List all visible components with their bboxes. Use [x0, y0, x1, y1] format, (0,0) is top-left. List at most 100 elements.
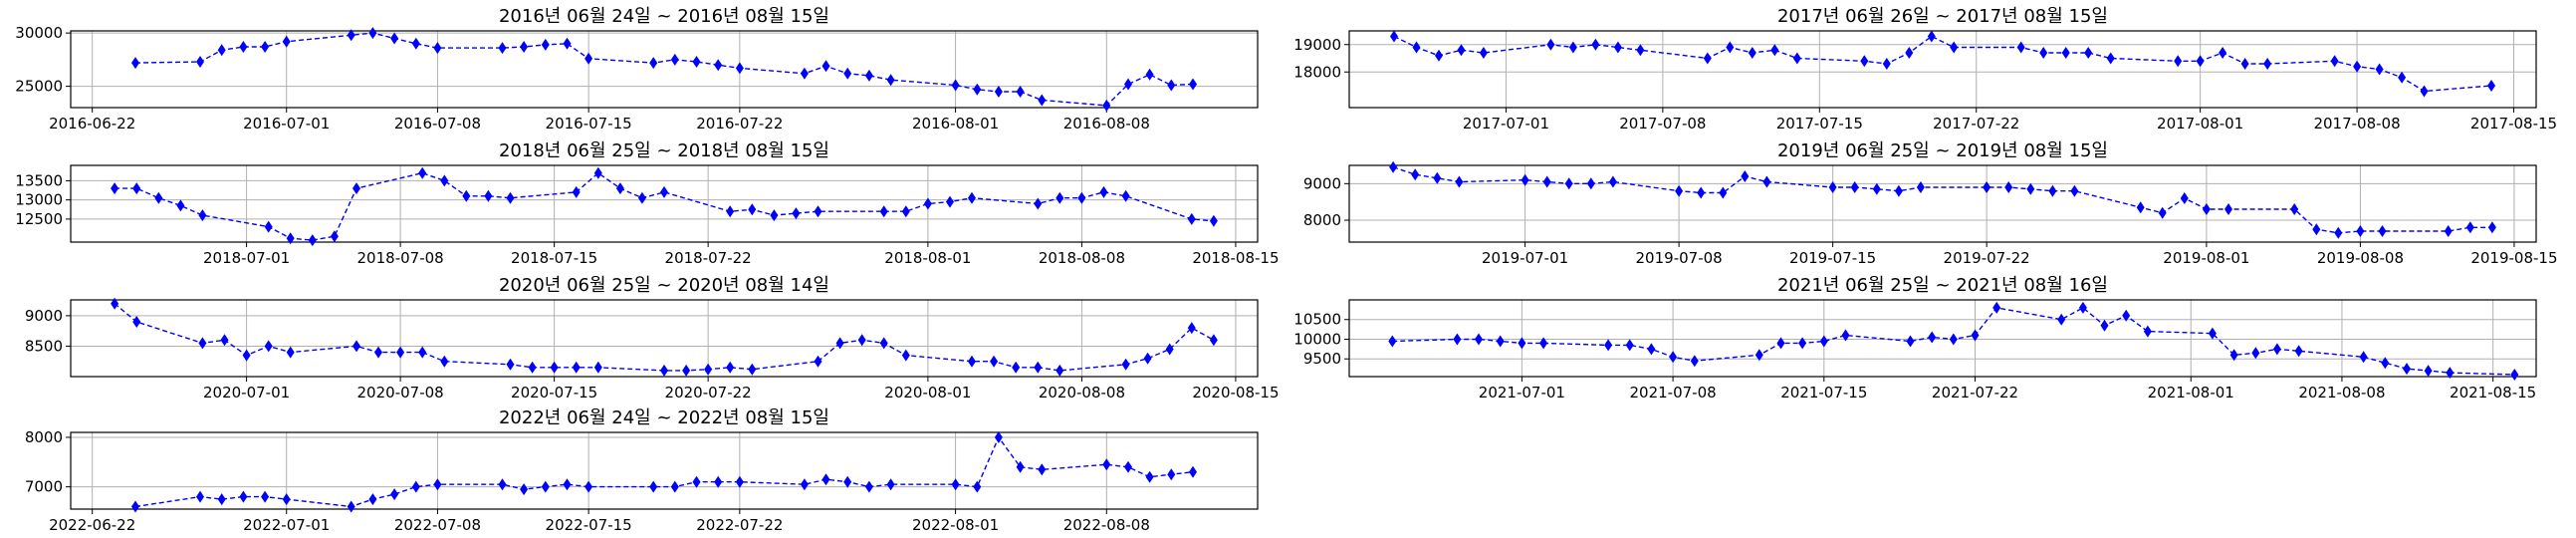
data-point: [1719, 186, 1728, 199]
chart-title: 2016년 06월 24일 ~ 2016년 08월 15일: [499, 6, 829, 27]
data-point: [217, 44, 226, 57]
data-point: [1121, 358, 1130, 371]
data-point: [2143, 325, 2152, 338]
subplot-6: 2021년 06월 25일 ~ 2021년 08월 16일 2021-07-01 2…: [1293, 275, 2537, 402]
data-point: [131, 57, 139, 70]
data-point: [946, 195, 954, 208]
data-point: [2444, 225, 2453, 237]
data-point: [1453, 333, 1462, 346]
data-point: [1121, 189, 1130, 202]
data-point: [748, 203, 757, 216]
data-point: [1034, 361, 1043, 374]
data-point: [800, 67, 809, 80]
subplot-4: 2019년 06월 25일 ~ 2019년 08월 15일 2019-07-01 2…: [1303, 140, 2558, 267]
data-point: [111, 182, 119, 195]
data-point: [1411, 168, 1420, 181]
data-point: [563, 478, 572, 491]
data-point: [864, 480, 873, 493]
data-point: [585, 480, 593, 493]
data-point: [2510, 369, 2519, 381]
data-point: [1983, 181, 1991, 193]
data-point: [347, 500, 355, 513]
data-point: [973, 480, 982, 493]
data-point: [879, 205, 888, 218]
data-point: [1949, 333, 1958, 346]
axes-frame: [1348, 299, 2537, 378]
data-point: [1568, 41, 1577, 54]
x-tick-label: 2018-08-08: [1039, 249, 1125, 267]
x-tick-label: 2020-08-01: [884, 384, 971, 402]
data-point: [857, 334, 866, 347]
data-point: [1916, 181, 1925, 193]
chart-title: 2022년 06월 24일 ~ 2022년 08월 15일: [499, 407, 829, 428]
data-point: [2122, 309, 2131, 322]
data-point: [1034, 197, 1043, 210]
data-point: [2375, 63, 2384, 76]
data-point: [726, 361, 735, 374]
x-tick-label: 2020-08-15: [1192, 384, 1279, 402]
chart-title: 2020년 06월 25일 ~ 2020년 08월 14일: [499, 275, 829, 296]
data-point: [1604, 339, 1613, 352]
data-point: [1189, 78, 1197, 91]
data-point: [593, 361, 602, 374]
data-point: [2353, 60, 2362, 73]
data-point: [368, 493, 377, 506]
y-tick-label: 12500: [15, 210, 63, 228]
data-point: [1455, 175, 1464, 188]
data-point: [2240, 58, 2249, 70]
data-point: [814, 205, 822, 218]
data-point: [660, 185, 668, 198]
data-point: [2381, 357, 2390, 370]
data-point: [411, 37, 420, 50]
data-point: [1546, 38, 1555, 51]
data-point: [1669, 351, 1678, 364]
data-point: [1433, 171, 1442, 184]
data-point: [2180, 192, 2189, 204]
data-point: [2106, 52, 2115, 65]
data-point: [390, 488, 399, 501]
data-point: [1187, 322, 1196, 335]
data-point: [411, 480, 420, 493]
data-point: [550, 361, 559, 374]
data-point: [286, 346, 295, 359]
data-point: [1435, 49, 1443, 62]
data-point: [1539, 337, 1548, 350]
data-point: [1819, 335, 1828, 348]
data-point: [1741, 170, 1750, 182]
data-point: [308, 234, 317, 247]
data-point: [2174, 55, 2183, 68]
subplot-2: 2017년 06월 26일 ~ 2017년 08월 15일 2017-07-01 2…: [1293, 6, 2557, 133]
data-point: [1165, 343, 1174, 356]
data-point: [506, 358, 515, 371]
data-point: [726, 205, 735, 218]
data-point: [368, 27, 377, 40]
data-point: [2403, 363, 2411, 376]
data-point: [990, 355, 999, 368]
data-point: [132, 316, 141, 328]
series-line: [114, 303, 1215, 372]
data-point: [615, 182, 624, 195]
x-tick-label: 2018-07-08: [357, 249, 444, 267]
x-tick-label: 2016-08-01: [912, 115, 999, 133]
data-point: [572, 185, 581, 198]
x-tick-label: 2017-07-01: [1463, 115, 1549, 133]
data-point: [261, 490, 270, 503]
x-tick-label: 2019-08-01: [2163, 249, 2249, 267]
x-tick-label: 2016-07-01: [243, 115, 330, 133]
data-point: [2078, 301, 2087, 314]
data-point: [1475, 333, 1483, 346]
data-point: [1625, 339, 1634, 352]
data-point: [1099, 185, 1108, 198]
subplot-3: 2018년 06월 25일 ~ 2018년 08월 15일 2018-07-01 2…: [15, 140, 1279, 267]
data-point: [462, 189, 471, 202]
data-point: [692, 475, 701, 488]
series-line: [115, 171, 1214, 241]
data-point: [498, 478, 507, 491]
data-point: [1055, 191, 1064, 204]
data-point: [2084, 47, 2093, 59]
data-point: [2225, 203, 2232, 215]
data-point: [1038, 463, 1047, 476]
x-tick-label: 2016-07-15: [546, 115, 632, 133]
data-point: [528, 361, 537, 374]
